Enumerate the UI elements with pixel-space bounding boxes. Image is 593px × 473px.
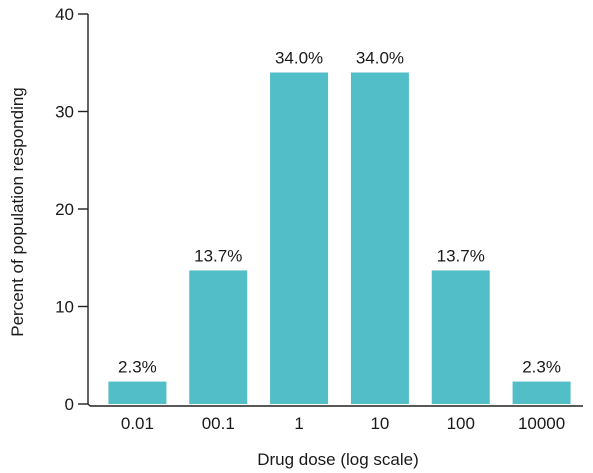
bar-value-label: 34.0% <box>356 49 404 68</box>
x-tick-label: 1 <box>294 414 303 433</box>
y-tick-label: 20 <box>55 200 74 219</box>
y-axis-ticks: 0 10 20 30 40 <box>55 5 88 414</box>
x-tick-label: 0.01 <box>121 414 154 433</box>
x-tick-label: 10000 <box>518 414 565 433</box>
bar <box>270 72 329 404</box>
y-tick-label: 10 <box>55 298 74 317</box>
x-tick-label: 100 <box>447 414 475 433</box>
x-tick-label: 10 <box>370 414 389 433</box>
y-tick-label: 40 <box>55 5 74 24</box>
bar-value-label: 13.7% <box>194 246 242 265</box>
bar-value-label: 2.3% <box>118 358 157 377</box>
bar <box>108 381 167 404</box>
bar <box>512 381 571 404</box>
bar-value-label: 2.3% <box>522 358 561 377</box>
y-tick-label: 0 <box>65 395 74 414</box>
bar-value-label: 34.0% <box>275 49 323 68</box>
bar <box>350 72 409 404</box>
bars: 2.3% 13.7% 34.0% 34.0% 13.7% 2.3% <box>108 49 571 404</box>
y-tick-label: 30 <box>55 103 74 122</box>
x-axis-title: Drug dose (log scale) <box>257 450 419 469</box>
y-axis-line <box>87 14 91 407</box>
bar <box>189 270 248 404</box>
bar <box>431 270 490 404</box>
x-tick-label: 00.1 <box>202 414 235 433</box>
bar-value-label: 13.7% <box>437 246 485 265</box>
x-axis-ticks: 0.01 00.1 1 10 100 10000 <box>90 405 583 433</box>
y-axis-title: Percent of population responding <box>8 87 27 337</box>
